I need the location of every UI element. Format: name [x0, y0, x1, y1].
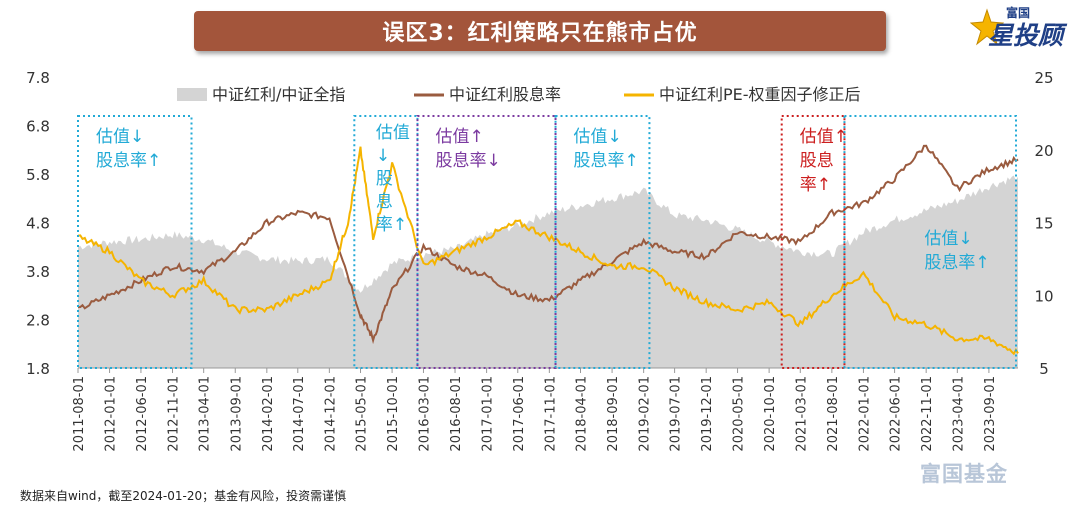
x-tick-label: 2023-04-01: [951, 376, 966, 452]
annotation-box: 估值↓ 股息率↑: [77, 115, 193, 369]
x-tick-label: 2013-04-01: [198, 376, 213, 452]
annotation-label: 率↑: [376, 215, 407, 235]
legend-swatch-area: [177, 88, 207, 101]
x-tick-label: 2022-01-01: [857, 376, 872, 452]
annotation-label: 率↑: [800, 175, 831, 195]
x-tick-label: 2018-09-01: [606, 376, 621, 452]
annotation-box: 估值↑ 股息率↑: [780, 115, 848, 369]
y-right-tick-label: 25: [1034, 69, 1053, 87]
x-tick-label: 2012-06-01: [135, 376, 150, 452]
series-line-pe: [77, 146, 1019, 356]
annotation-box-border: [353, 115, 419, 369]
x-tick-label: 2021-08-01: [826, 376, 841, 452]
x-tick-label: 2022-11-01: [920, 376, 935, 452]
annotation-box-border: [77, 115, 193, 369]
annotation-label: 息: [376, 192, 393, 212]
source-note: 数据来自wind，截至2024-01-20；基金有风险，投资需谨慎: [20, 489, 347, 503]
y-left-tick-label: 7.8: [26, 69, 50, 87]
y-right-tick-label: 5: [1039, 360, 1049, 378]
annotation-label: ↓: [376, 146, 390, 166]
annotation-label: 股息率↓: [435, 151, 500, 171]
x-tick-label: 2020-10-01: [763, 376, 778, 452]
x-tick-label: 2021-03-01: [794, 376, 809, 452]
y-left-tick-label: 6.8: [26, 118, 50, 136]
annotation-box-border: [780, 115, 846, 369]
legend: 中证红利/中证全指 中证红利股息率 中证红利PE-权重因子修正后: [177, 85, 861, 104]
x-tick-label: 2017-11-01: [543, 376, 558, 452]
logo-text-main: 星投顾: [988, 21, 1064, 50]
series-line-dividend-yield: [77, 144, 1019, 345]
annotation-box: 估值↑ 股息率↓: [416, 115, 557, 369]
x-tick-label: 2023-09-01: [983, 376, 998, 452]
page-title: 误区3：红利策略只在熊市占优: [382, 21, 698, 46]
x-tick-label: 2017-01-01: [481, 376, 496, 452]
legend-label-pe: 中证红利PE-权重因子修正后: [659, 85, 861, 104]
x-tick-label: 2011-08-01: [72, 376, 87, 452]
x-tick-label: 2019-07-01: [669, 376, 684, 452]
x-tick-label: 2014-07-01: [292, 376, 307, 452]
y-left-tick-label: 1.8: [26, 360, 50, 378]
annotation-box-border: [554, 115, 651, 369]
annotation-box: 估值 ↓ 股息率↑: [353, 115, 419, 369]
legend-label-area: 中证红利/中证全指: [212, 85, 345, 104]
x-tick-label: 2019-02-01: [638, 376, 653, 452]
annotation-label: 估值↓: [924, 229, 972, 249]
annotation-label: 估值↓: [574, 127, 622, 147]
y-left-tick-label: 2.8: [26, 312, 50, 330]
x-tick-label: 2012-11-01: [167, 376, 182, 452]
x-tick-label: 2020-05-01: [732, 376, 747, 452]
annotation-label: 股息率↑: [924, 253, 989, 273]
annotation-label: 股: [376, 169, 393, 189]
legend-label-dividend: 中证红利股息率: [449, 85, 561, 104]
star-icon: [970, 8, 1004, 46]
annotation-box-border: [843, 115, 1018, 369]
chart-title-banner: 误区3：红利策略只在熊市占优: [194, 11, 886, 51]
logo-text-top: 富国: [1006, 6, 1031, 20]
y-left-tick-label: 4.8: [26, 215, 50, 233]
annotation-label: 估值↑: [800, 127, 848, 147]
x-tick-label: 2014-12-01: [323, 376, 338, 452]
watermark-text: 富国基金: [920, 462, 1008, 486]
annotation-label: 估值: [376, 123, 410, 143]
x-tick-label: 2013-09-01: [229, 376, 244, 452]
y-right-tick-label: 15: [1034, 215, 1053, 233]
annotation-label: 估值↓: [96, 127, 144, 147]
x-tick-label: 2022-06-01: [889, 376, 904, 452]
annotation-label: 股息率↑: [96, 151, 161, 171]
x-tick-label: 2016-03-01: [417, 376, 432, 452]
x-tick-label: 2016-08-01: [449, 376, 464, 452]
annotation-box: 估值↓ 股息率↑: [843, 115, 1018, 369]
y-left-tick-label: 5.8: [26, 166, 50, 184]
y-left-tick-label: 3.8: [26, 263, 50, 281]
annotation-label: 股息: [800, 151, 834, 171]
x-tick-label: 2018-04-01: [575, 376, 590, 452]
x-tick-label: 2017-06-01: [512, 376, 527, 452]
x-tick-label: 2014-02-01: [261, 376, 276, 452]
x-tick-label: 2012-01-01: [104, 376, 119, 452]
x-tick-label: 2019-12-01: [700, 376, 715, 452]
x-tick-label: 2015-05-01: [355, 376, 370, 452]
x-tick-label: 2015-10-01: [386, 376, 401, 452]
y-right-tick-label: 20: [1034, 142, 1053, 160]
annotation-box: 估值↓ 股息率↑: [554, 115, 651, 369]
series-area-ratio: [78, 175, 1018, 368]
annotation-label: 估值↑: [435, 127, 483, 147]
annotation-label: 股息率↑: [574, 151, 639, 171]
brand-logo: 富国 星投顾: [968, 2, 1076, 60]
y-right-tick-label: 10: [1034, 287, 1053, 305]
